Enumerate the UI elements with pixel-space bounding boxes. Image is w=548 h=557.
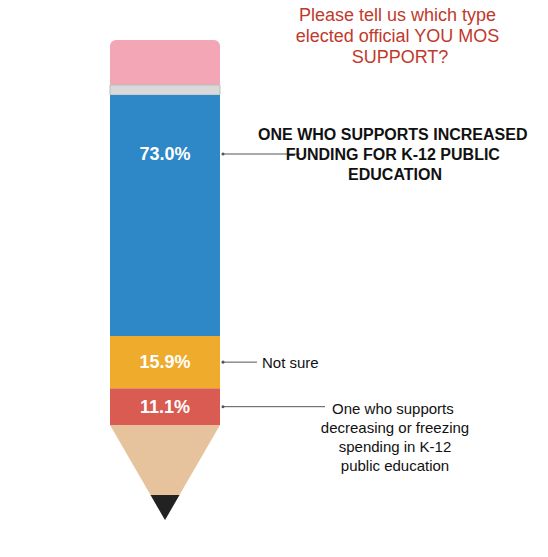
svg-text:spending in K-12: spending in K-12 [335,438,456,455]
svg-text:Not sure: Not sure [262,354,319,371]
svg-text:elected official YOU MOS: elected official YOU MOS [296,26,504,46]
svg-text:15.9%: 15.9% [139,352,190,372]
svg-text:decreasing or freezing: decreasing or freezing [321,419,469,436]
svg-text:Please tell us which type: Please tell us which type [299,5,501,25]
svg-text:public education: public education [341,457,449,474]
svg-text:SUPPORT?: SUPPORT? [352,47,449,67]
svg-text:73.0%: 73.0% [139,144,190,164]
svg-text:EDUCATION: EDUCATION [348,166,442,183]
svg-text:ONE WHO SUPPORTS INCREASED: ONE WHO SUPPORTS INCREASED [258,126,532,143]
svg-text:11.1%: 11.1% [140,397,190,417]
svg-text:FUNDING FOR K-12 PUBLIC: FUNDING FOR K-12 PUBLIC [286,146,505,163]
svg-text:One who supports: One who supports [332,400,458,417]
